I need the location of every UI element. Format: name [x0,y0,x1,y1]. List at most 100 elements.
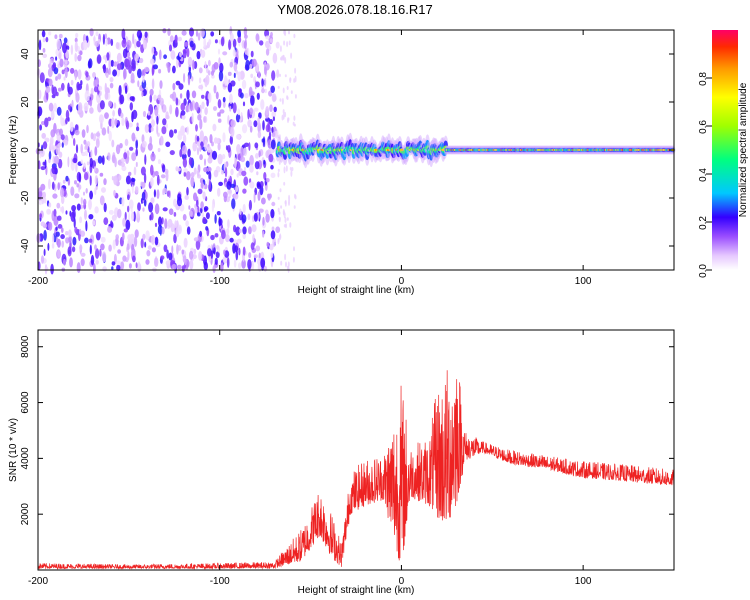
spectrogram-cell [98,85,103,91]
spectrogram-cell [254,161,260,170]
spectrogram-cell [293,115,296,121]
spectrogram-cell [211,150,218,160]
spectrogram-cell [151,78,155,90]
spectrogram-cell [162,118,167,126]
spectrogram-cell [213,106,217,111]
spectrogram-cell [269,243,274,251]
spectrogram-cell [204,76,208,88]
spectrogram-cell [199,154,203,161]
spectrogram-cell [271,111,277,118]
spectrogram-cell [182,157,188,168]
y-tick-label: 20 [20,96,31,108]
spectrogram-cell [268,153,274,163]
spectrogram-cell [200,49,206,58]
spectrogram-cell [136,126,140,132]
spectrogram-cell [40,221,46,227]
spectrogram-cell [40,149,45,158]
spectrogram-cell [129,199,134,209]
spectrogram-cell [129,146,134,151]
spectrogram-cell [169,35,174,43]
spectrogram-cell [270,164,274,170]
spectrogram-cell [262,230,265,238]
spectrogram-cell [177,36,182,42]
spectrogram-cell [226,189,232,195]
spectrogram-cell [227,115,230,125]
spectrogram-cell [98,114,104,124]
spectrogram-cell [149,58,155,65]
spectrogram-cell [230,168,234,176]
spectrogram-cell [110,38,114,47]
spectrogram-cell [88,214,94,220]
spectrogram-cell [132,109,138,120]
spectrogram-cell [54,34,58,39]
spectrogram-cell [134,186,139,194]
spectrogram-cell [241,214,247,224]
spectrogram-cell [288,199,290,206]
spectrogram-cell [43,248,46,256]
spectrogram-cell [83,162,86,170]
spectrogram-cell [283,30,286,35]
spectrogram-cell [173,233,177,244]
spectrogram-cell [281,55,283,61]
spectrogram-cell [242,124,248,134]
spectrogram-cell [37,106,43,117]
spectrogram-cell [214,233,219,238]
spectrogram-cell [131,132,136,142]
spectrogram-cell [169,104,173,115]
spectrogram-cell [48,202,52,208]
spectrogram-cell [108,130,112,142]
spectrogram-cell [104,92,109,100]
spectrogram-cell [150,177,154,187]
spectrogram-cell [234,158,237,166]
spectrogram-cell [240,146,244,158]
spectrogram-cell [184,258,187,266]
spectrogram-cell [271,201,276,207]
spectrogram-cell [237,30,241,38]
spectrogram-cell [68,235,72,244]
spectrogram-cell [37,160,41,170]
spectrogram-cell [144,241,147,248]
spectrogram-cell [150,234,156,245]
spectrogram-cell [203,167,208,173]
spectrogram-cell [125,175,131,185]
spectrogram-cell [110,59,115,67]
spectrogram-cell [120,162,126,168]
spectrogram-cell [271,226,275,231]
spectrogram-cell [197,212,201,217]
spectrogram-cell [115,234,119,240]
spectrogram-cell [42,141,48,150]
spectrogram-cell [253,107,259,112]
spectrogram-cell [217,118,222,123]
spectrogram-cell [74,180,77,185]
spectrogram-cell [141,140,147,148]
spectrogram-cell [45,85,51,93]
spectrogram-cell [48,78,53,87]
spectrogram-cell [235,250,239,261]
spectrogram-cell [282,113,285,120]
spectrogram-cell [151,119,155,128]
spectrogram-cell [173,212,177,217]
spectrogram-cell [256,171,259,176]
spectrogram-cell [227,71,232,76]
spectrogram-cell [217,143,221,151]
spectrogram-cell [292,256,295,263]
spectrogram-cell [57,182,60,191]
spectrogram-cell [266,241,270,248]
spectrogram-cell [142,233,146,240]
spectrogram-cell [125,219,131,231]
spectrogram-cell [267,193,271,201]
spectrogram-cell [93,79,98,88]
spectrogram-cell [171,91,177,102]
spectrogram-cell [128,122,133,128]
spectrogram-cell [159,135,164,146]
spectrogram-cell [227,82,233,93]
spectrogram-cell [205,212,210,220]
spectrogram-cell [213,137,218,144]
spectrogram-cell [153,94,157,102]
spectrogram-cell [236,144,241,154]
spectrogram-cell [165,170,169,182]
spectrogram-cell [96,95,100,102]
spectrogram-cell [79,228,82,235]
spectrogram-cell [260,257,266,269]
spectrogram-cell [179,51,182,58]
